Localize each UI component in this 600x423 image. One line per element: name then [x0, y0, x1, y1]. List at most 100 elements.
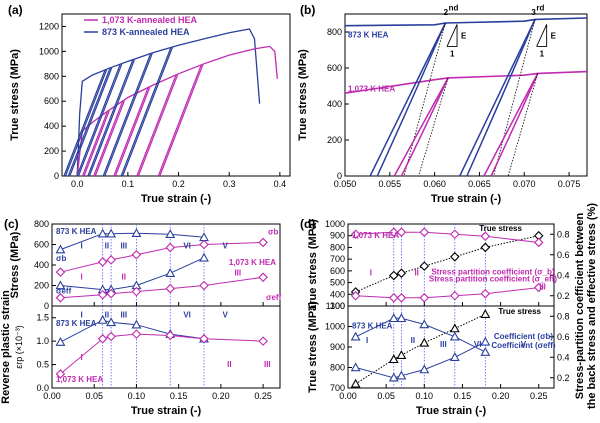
label-sigma-eff: σeff	[56, 287, 72, 296]
x-tick-label: 0.0	[71, 179, 84, 189]
annotation-coef-eff: Stress partition coefficient (σ_eff)	[429, 274, 557, 283]
data-point	[165, 229, 176, 238]
x-tick-label: 0.075	[558, 179, 581, 189]
panel-d: (d)30040050060070080090010000.20.40.60.8…	[300, 203, 598, 417]
x-tick-label: 0.2	[172, 179, 185, 189]
data-point	[388, 293, 399, 303]
data-point	[419, 337, 430, 347]
data-point	[97, 314, 108, 324]
stage-label: III	[234, 268, 241, 277]
reloading-curve	[376, 22, 447, 177]
data-point	[480, 309, 491, 318]
stage-label: V	[222, 242, 228, 251]
cycle-label: 2	[444, 8, 449, 17]
series-line	[355, 313, 486, 385]
x-tick-label: 0.20	[492, 391, 510, 401]
slope-triangle-hyp	[536, 24, 548, 47]
data-point	[55, 280, 66, 290]
legend-label: 1,073 K-annealed HEA	[102, 15, 198, 25]
y2-tick-label: 0.4	[557, 352, 570, 362]
stage-label: I	[80, 272, 82, 281]
panel-c: (c) 0 200 400 600 800 873 K HEA 1,073 K HEA σb σe…	[0, 217, 282, 417]
reloading-line	[137, 74, 179, 177]
series-line	[355, 317, 486, 353]
annotation-coef-eff: Coefficient (σeff)	[491, 341, 555, 350]
x-axis-label: True strain (-)	[141, 193, 212, 205]
stage-label: III	[539, 283, 546, 292]
y-tick-label: 800	[330, 363, 345, 373]
data-point	[131, 329, 142, 339]
elastic-reference-line	[403, 22, 446, 177]
data-point	[449, 323, 460, 333]
panel-label: (d)	[300, 217, 315, 231]
data-point	[258, 336, 268, 346]
x-tick-label: 0.1	[122, 179, 135, 189]
stage-label: II	[122, 272, 126, 281]
y-tick-label: 1.5	[36, 313, 49, 323]
panel-c-bottom: 0.00 0.05 0.10 0.15 0.20 0.25 0.0 0.5 1.0 1.5 873 …	[0, 290, 281, 404]
y-tick-label: 800	[44, 71, 59, 81]
data-point	[165, 268, 176, 277]
y2-tick-label: 0.6	[557, 250, 570, 260]
series-line	[60, 276, 264, 299]
y-tick-label: 1000	[325, 219, 345, 229]
right-axis-label-line2: the back stress and effective stress (%)	[586, 203, 598, 409]
x-tick-label: 0.25	[254, 391, 272, 401]
data-point	[106, 228, 117, 238]
data-point	[55, 293, 66, 303]
y-tick-label: 600	[34, 240, 49, 250]
x-tick-label: 0.05	[377, 391, 395, 401]
y-tick-label: 600	[330, 266, 345, 276]
slope-triangle-hyp	[446, 24, 458, 47]
data-point	[97, 228, 108, 238]
unloading-line	[63, 69, 106, 177]
y-tick-label: 800	[330, 242, 345, 252]
series-line-blue	[76, 28, 261, 177]
y-tick-label: 200	[44, 146, 59, 156]
data-point	[450, 252, 460, 262]
y-tick-label: 0	[44, 301, 49, 311]
data-point	[55, 244, 66, 254]
legend-label: 873 K-annealed HEA	[102, 27, 190, 37]
stage-label: V	[521, 340, 527, 349]
y-tick-label: 600	[44, 96, 59, 106]
data-point	[199, 334, 209, 344]
plot-frame	[61, 13, 291, 177]
reloading-line	[88, 59, 136, 177]
unloading-line	[76, 63, 121, 177]
data-point	[350, 229, 361, 240]
unloading-line	[113, 87, 149, 177]
series-line	[60, 257, 205, 291]
data-point	[199, 239, 209, 250]
y2-tick-label: 0.4	[557, 270, 570, 280]
y-tick-label: 1200	[39, 21, 59, 31]
annotation-coef-b: Stress partition coefficient (σ_b)	[431, 267, 555, 276]
stage-label: VI	[474, 340, 482, 349]
x-tick-label: 0.00	[43, 391, 61, 401]
x-tick-label: 0.065	[468, 179, 491, 189]
unloading-line	[102, 53, 152, 177]
panel-a: (a) 0.0 0.1 0.2 0.3 0.4 0 200 400 600 800 1000 1200 1…	[8, 3, 291, 205]
unloading-line	[393, 77, 449, 177]
data-point	[533, 282, 544, 293]
reloading-line	[83, 110, 110, 177]
y2-tick-label: 0.8	[557, 311, 570, 321]
series-line	[355, 287, 539, 299]
stage-label: I	[366, 336, 368, 345]
data-point	[388, 270, 399, 281]
y-tick-label: 1000	[325, 322, 345, 332]
y-tick-label: 800	[34, 219, 49, 229]
data-point	[131, 286, 142, 297]
data-point	[396, 350, 407, 359]
stage-label: II	[105, 311, 109, 320]
label-sigma-b: σb	[268, 227, 278, 236]
stage-label: III	[120, 242, 127, 251]
x-tick-label: 0.055	[379, 179, 402, 189]
data-point	[480, 346, 491, 356]
slope-triangle	[447, 24, 458, 47]
y-axis-label: Reverse plastic strain	[0, 290, 12, 404]
y-tick-label: 500	[330, 278, 345, 288]
data-point	[419, 261, 430, 271]
data-point	[350, 331, 361, 341]
y-tick-label: 0.5	[36, 360, 49, 370]
